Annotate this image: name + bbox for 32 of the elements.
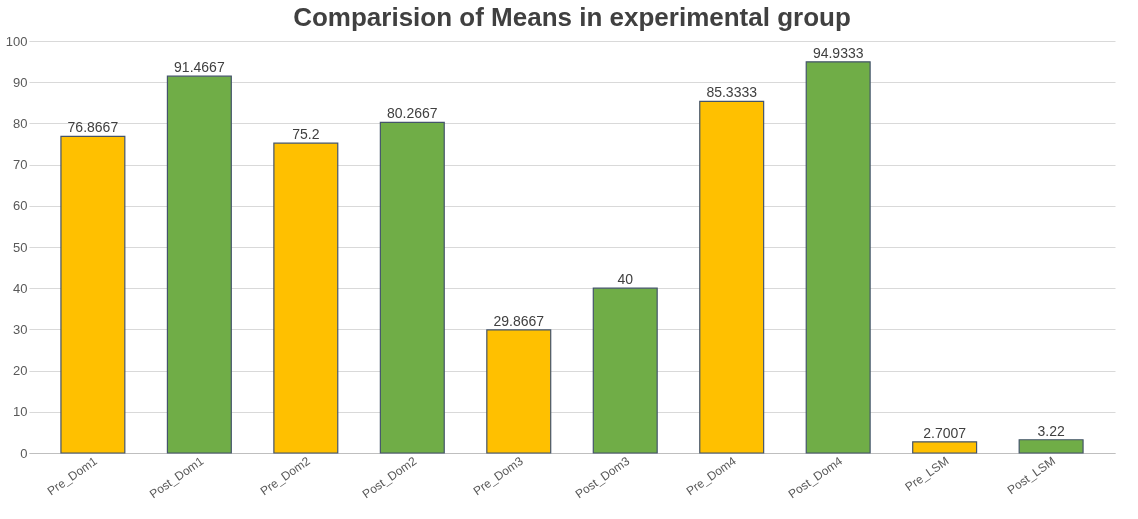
bar bbox=[273, 142, 339, 454]
bar bbox=[699, 100, 765, 454]
bar bbox=[592, 287, 658, 454]
y-tick-label: 0 bbox=[20, 445, 28, 461]
bar bbox=[166, 75, 232, 454]
y-tick-label: 90 bbox=[13, 74, 28, 90]
bar bbox=[486, 329, 552, 454]
bar bbox=[379, 121, 445, 454]
y-tick-label: 20 bbox=[13, 363, 28, 379]
data-label: 80.2667 bbox=[386, 105, 438, 122]
data-label: 40 bbox=[617, 271, 634, 288]
y-tick-label: 40 bbox=[13, 280, 28, 296]
data-label: 2.7007 bbox=[923, 424, 967, 441]
y-tick-label: 70 bbox=[13, 157, 28, 173]
data-label: 94.9333 bbox=[812, 44, 864, 61]
y-tick-label: 100 bbox=[5, 33, 28, 49]
data-label: 85.3333 bbox=[706, 84, 758, 101]
y-tick-label: 80 bbox=[13, 115, 28, 131]
data-label: 75.2 bbox=[292, 126, 320, 143]
chart-title: Comparision of Means in experimental group bbox=[293, 2, 851, 32]
data-label: 3.22 bbox=[1037, 422, 1065, 439]
data-label: 29.8667 bbox=[493, 312, 545, 329]
y-tick-label: 60 bbox=[13, 198, 28, 214]
bar bbox=[912, 441, 978, 454]
data-label: 76.8667 bbox=[67, 119, 119, 136]
bar bbox=[60, 135, 126, 454]
y-tick-label: 10 bbox=[13, 404, 28, 420]
bar bbox=[805, 61, 871, 454]
data-label: 91.4667 bbox=[174, 59, 225, 76]
y-tick-label: 30 bbox=[13, 321, 28, 337]
y-tick-label: 50 bbox=[13, 239, 28, 255]
bar bbox=[1018, 439, 1084, 454]
